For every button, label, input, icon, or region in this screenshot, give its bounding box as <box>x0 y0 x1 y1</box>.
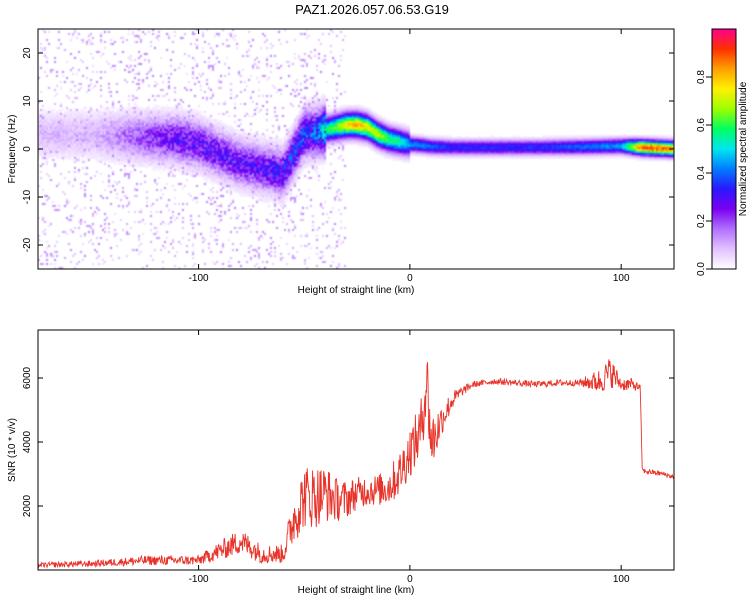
spectrogram-y-tick-label: 20 <box>22 47 33 59</box>
spectrogram-x-tick-label: 100 <box>613 273 630 284</box>
snr-x-tick-label: -100 <box>189 574 209 585</box>
colorbar-tick-label: 0.0 <box>696 262 707 276</box>
snr-x-ticks: -100 0 100 <box>189 330 630 585</box>
snr-panel: -100 0 100 2000 4000 6000 Height of straight… <box>7 329 675 596</box>
colorbar: 0.0 0.2 0.4 0.6 0.8 Normalized spectral ampl… <box>696 28 749 276</box>
spectrogram-y-tick-label: 10 <box>22 95 33 107</box>
colorbar-ticks: 0.0 0.2 0.4 0.6 0.8 <box>696 70 712 276</box>
spectrogram-x-tick-label: -100 <box>189 273 209 284</box>
spectrogram-x-ticks: -100 0 100 <box>189 29 630 284</box>
spectrogram-x-tick-label: 0 <box>407 273 413 284</box>
snr-y-ticks: 2000 4000 6000 <box>22 366 674 517</box>
spectrogram-x-label: Height of straight line (km) <box>298 285 415 296</box>
spectrogram-heatmap <box>38 29 674 269</box>
spectrogram-y-tick-label: 0 <box>22 146 33 152</box>
spectrogram-y-tick-label: -20 <box>22 237 33 252</box>
snr-x-tick-label: 0 <box>407 574 413 585</box>
spectrogram-y-tick-label: -10 <box>22 189 33 204</box>
figure-title: PAZ1.2026.057.06.53.G19 <box>295 2 449 17</box>
spectrogram-y-label: Frequency (Hz) <box>7 115 18 184</box>
snr-y-label: SNR (10 * v/v) <box>7 418 18 482</box>
spectrogram-y-ticks: -20 -10 0 10 20 <box>22 47 674 252</box>
snr-series-line <box>38 359 674 569</box>
colorbar-tick-label: 0.4 <box>696 166 707 180</box>
colorbar-gradient <box>711 28 737 270</box>
colorbar-tick-label: 0.2 <box>696 214 707 228</box>
snr-y-tick-label: 2000 <box>22 494 33 517</box>
snr-frame <box>37 329 675 571</box>
snr-y-tick-label: 4000 <box>22 430 33 453</box>
colorbar-tick-label: 0.8 <box>696 70 707 84</box>
colorbar-label: Normalized spectral amplitude <box>738 81 749 216</box>
snr-x-tick-label: 100 <box>613 574 630 585</box>
snr-x-label: Height of straight line (km) <box>298 585 415 596</box>
snr-y-tick-label: 6000 <box>22 366 33 389</box>
colorbar-tick-label: 0.6 <box>696 118 707 132</box>
